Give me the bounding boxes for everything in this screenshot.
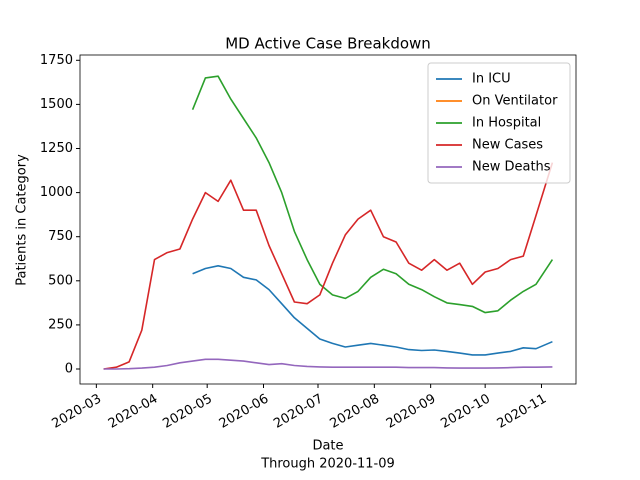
x-tick-label: 2020-11 [495, 392, 550, 432]
legend-label: In ICU [472, 72, 511, 87]
y-tick-label: 750 [48, 229, 73, 244]
series-line [191, 75, 554, 314]
y-tick-label: 500 [48, 273, 73, 288]
x-tick-label: 2020-05 [160, 392, 215, 432]
legend: In ICU On Ventilator In Hospital New Cases N… [427, 62, 571, 184]
legend-label: On Ventilator [472, 94, 558, 109]
x-tick-label: 2020-07 [271, 392, 326, 432]
x-tick-label: 2020-08 [328, 392, 383, 432]
legend-label: New Cases [472, 138, 543, 153]
x-axis-label: Date [312, 439, 343, 454]
y-tick-label: 1000 [40, 185, 73, 200]
y-tick-label: 1500 [40, 97, 73, 112]
y-tick-label: 1250 [40, 141, 73, 156]
series-line [103, 162, 554, 370]
y-tick-label: 0 [65, 362, 73, 377]
legend-label: In Hospital [472, 116, 541, 131]
x-tick-label: 2020-03 [50, 392, 105, 432]
x-tick-label: 2020-06 [217, 392, 272, 432]
y-tick-label: 250 [48, 317, 73, 332]
x-axis-note: Through 2020-11-09 [260, 457, 395, 472]
legend-box [427, 62, 571, 184]
y-tick-label: 1750 [40, 53, 73, 68]
legend-label: New Deaths [472, 160, 551, 175]
axes-frame [79, 54, 577, 385]
x-tick-label: 2020-10 [438, 392, 493, 432]
series-line [192, 265, 553, 356]
chart-title: MD Active Case Breakdown [225, 35, 431, 53]
x-tick-label: 2020-04 [106, 392, 161, 432]
series-line [103, 358, 553, 370]
x-tick-label: 2020-09 [384, 392, 439, 432]
y-axis-label: Patients in Category [15, 154, 30, 286]
